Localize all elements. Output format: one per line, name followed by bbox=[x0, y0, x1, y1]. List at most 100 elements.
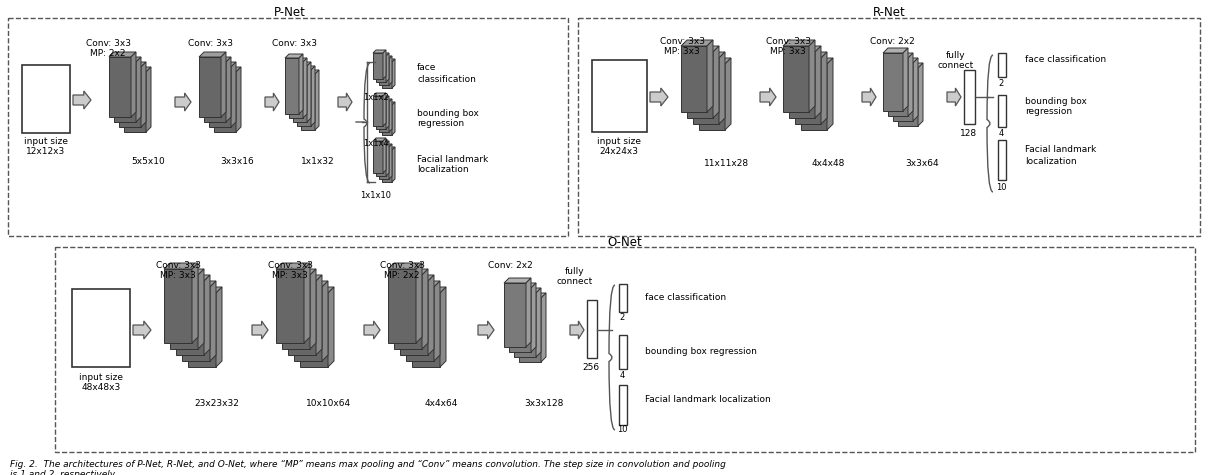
Text: classification: classification bbox=[417, 75, 476, 84]
Polygon shape bbox=[526, 278, 531, 347]
Polygon shape bbox=[217, 287, 221, 367]
Text: 10: 10 bbox=[617, 426, 627, 435]
Polygon shape bbox=[384, 50, 386, 79]
Bar bbox=[282, 275, 310, 349]
Polygon shape bbox=[373, 93, 386, 96]
Polygon shape bbox=[384, 93, 386, 126]
Polygon shape bbox=[392, 102, 394, 135]
Text: regression: regression bbox=[417, 120, 465, 129]
Bar bbox=[379, 59, 388, 85]
Text: Conv: 3x3: Conv: 3x3 bbox=[380, 260, 425, 269]
Text: 5x5x10: 5x5x10 bbox=[131, 158, 165, 167]
Polygon shape bbox=[204, 275, 211, 355]
Polygon shape bbox=[947, 88, 961, 106]
Polygon shape bbox=[681, 40, 713, 46]
Polygon shape bbox=[373, 138, 386, 141]
Polygon shape bbox=[293, 62, 311, 66]
Polygon shape bbox=[826, 58, 832, 130]
Polygon shape bbox=[119, 62, 146, 67]
Polygon shape bbox=[211, 281, 217, 361]
Polygon shape bbox=[903, 48, 908, 111]
Polygon shape bbox=[73, 91, 91, 109]
Bar bbox=[300, 293, 328, 367]
Polygon shape bbox=[888, 53, 914, 58]
Bar bbox=[379, 147, 388, 179]
Polygon shape bbox=[221, 52, 226, 117]
Polygon shape bbox=[384, 138, 386, 173]
Polygon shape bbox=[719, 52, 725, 124]
Text: 23x23x32: 23x23x32 bbox=[195, 399, 240, 408]
Polygon shape bbox=[388, 56, 392, 85]
Bar bbox=[379, 102, 388, 132]
Text: connect: connect bbox=[557, 277, 593, 286]
Text: localization: localization bbox=[417, 165, 468, 174]
Polygon shape bbox=[505, 278, 531, 283]
Polygon shape bbox=[713, 46, 719, 118]
Bar bbox=[519, 298, 541, 362]
Bar bbox=[294, 287, 322, 361]
Bar bbox=[296, 70, 311, 126]
Polygon shape bbox=[276, 263, 310, 269]
Bar bbox=[883, 53, 903, 111]
Text: Facial landmark localization: Facial landmark localization bbox=[645, 396, 771, 405]
Text: 2: 2 bbox=[998, 78, 1003, 87]
Text: R-Net: R-Net bbox=[872, 7, 905, 19]
Text: Conv: 3x3: Conv: 3x3 bbox=[86, 39, 131, 48]
Polygon shape bbox=[416, 263, 422, 343]
Polygon shape bbox=[392, 147, 394, 182]
Bar bbox=[407, 287, 434, 361]
Text: bounding box: bounding box bbox=[1025, 96, 1087, 105]
Polygon shape bbox=[192, 263, 198, 343]
Polygon shape bbox=[169, 269, 204, 275]
Polygon shape bbox=[541, 293, 546, 362]
Polygon shape bbox=[376, 96, 388, 99]
Text: 24x24x3: 24x24x3 bbox=[599, 148, 639, 156]
Polygon shape bbox=[650, 88, 668, 106]
Text: 1x1x32: 1x1x32 bbox=[301, 158, 335, 167]
Text: MP: 2x2: MP: 2x2 bbox=[385, 270, 420, 279]
Polygon shape bbox=[296, 66, 315, 70]
Polygon shape bbox=[165, 263, 198, 269]
Text: face classification: face classification bbox=[645, 294, 726, 303]
Polygon shape bbox=[133, 321, 151, 339]
Polygon shape bbox=[252, 321, 267, 339]
Bar bbox=[204, 62, 226, 122]
Polygon shape bbox=[182, 281, 217, 287]
Bar bbox=[114, 62, 136, 122]
Bar bbox=[22, 65, 70, 133]
Polygon shape bbox=[236, 67, 241, 132]
Bar bbox=[276, 269, 304, 343]
Polygon shape bbox=[898, 63, 923, 68]
Text: input size: input size bbox=[79, 372, 123, 381]
Polygon shape bbox=[388, 99, 392, 132]
Text: 12x12x3: 12x12x3 bbox=[27, 148, 65, 156]
Text: P-Net: P-Net bbox=[273, 7, 306, 19]
Text: 3x3x64: 3x3x64 bbox=[905, 160, 939, 169]
Bar bbox=[394, 275, 422, 349]
Bar bbox=[620, 385, 627, 425]
Polygon shape bbox=[809, 40, 816, 112]
Text: 4: 4 bbox=[620, 370, 624, 380]
Bar bbox=[998, 95, 1006, 127]
Polygon shape bbox=[570, 321, 584, 339]
Polygon shape bbox=[699, 58, 731, 64]
Text: localization: localization bbox=[1025, 156, 1077, 165]
Text: Conv: 3x3: Conv: 3x3 bbox=[272, 39, 317, 48]
Bar bbox=[681, 46, 707, 112]
Polygon shape bbox=[514, 288, 541, 293]
Bar bbox=[119, 67, 142, 127]
Bar bbox=[182, 287, 211, 361]
Bar bbox=[376, 144, 386, 176]
Bar bbox=[620, 284, 627, 312]
Bar bbox=[783, 46, 809, 112]
Polygon shape bbox=[382, 147, 394, 150]
Bar bbox=[382, 105, 392, 135]
Bar bbox=[801, 64, 826, 130]
Bar bbox=[286, 58, 299, 114]
Text: 10x10x64: 10x10x64 bbox=[306, 399, 352, 408]
Polygon shape bbox=[687, 46, 719, 52]
Bar bbox=[288, 281, 316, 355]
Polygon shape bbox=[795, 52, 826, 58]
Text: bounding box: bounding box bbox=[417, 108, 479, 117]
Text: Fig. 2.  The architectures of P-Net, R-Net, and O-Net, where “MP” means max pool: Fig. 2. The architectures of P-Net, R-Ne… bbox=[10, 460, 726, 475]
